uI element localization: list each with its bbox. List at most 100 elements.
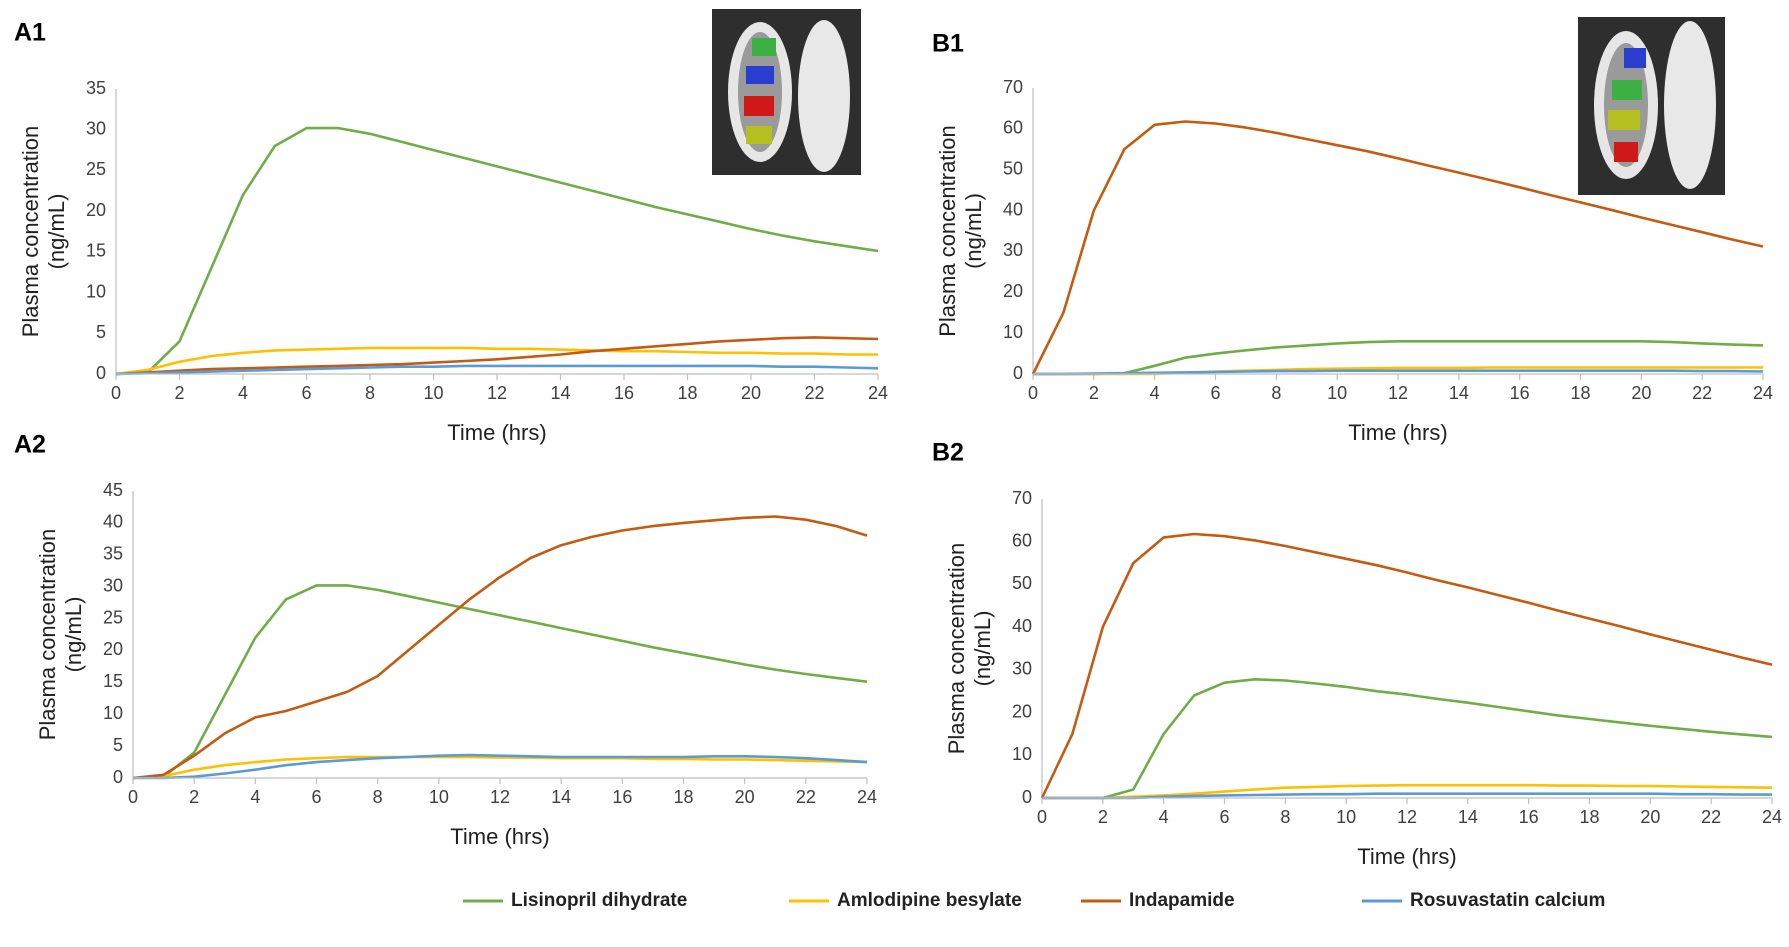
y-tick-label: 50 bbox=[1003, 158, 1023, 178]
x-tick-label: 20 bbox=[735, 787, 755, 807]
x-tick-label: 4 bbox=[250, 787, 260, 807]
x-tick-label: 12 bbox=[490, 787, 510, 807]
y-tick-label: 0 bbox=[1013, 363, 1023, 383]
y-axis-title: (ng/mL) bbox=[44, 194, 69, 270]
x-tick-label: 20 bbox=[1631, 383, 1651, 403]
y-tick-label: 20 bbox=[86, 200, 106, 220]
x-tick-label: 4 bbox=[238, 383, 248, 403]
x-tick-label: 24 bbox=[857, 787, 877, 807]
y-axis-title: Plasma concentration bbox=[35, 529, 60, 741]
series-line bbox=[115, 364, 879, 376]
y-tick-label: 0 bbox=[113, 767, 123, 787]
x-tick-label: 24 bbox=[1753, 383, 1773, 403]
x-tick-label: 22 bbox=[804, 383, 824, 403]
x-tick-label: 12 bbox=[1388, 383, 1408, 403]
y-tick-label: 60 bbox=[1012, 530, 1032, 550]
series-line bbox=[132, 755, 868, 780]
y-tick-label: 40 bbox=[103, 512, 123, 532]
x-tick-label: 2 bbox=[1098, 807, 1108, 827]
x-tick-label: 22 bbox=[796, 787, 816, 807]
y-tick-label: 40 bbox=[1003, 199, 1023, 219]
y-tick-label: 5 bbox=[113, 735, 123, 755]
x-tick-label: 16 bbox=[612, 787, 632, 807]
y-tick-label: 30 bbox=[86, 118, 106, 138]
x-tick-label: 16 bbox=[1510, 383, 1530, 403]
legend-label: Rosuvastatin calcium bbox=[1410, 890, 1605, 911]
legend-label: Indapamide bbox=[1129, 890, 1235, 911]
x-tick-label: 4 bbox=[1159, 807, 1169, 827]
x-tick-label: 16 bbox=[1519, 807, 1539, 827]
y-tick-label: 25 bbox=[86, 159, 106, 179]
series-line bbox=[132, 584, 868, 780]
capsule-icon bbox=[712, 9, 861, 175]
series-line bbox=[1033, 369, 1764, 376]
y-tick-label: 60 bbox=[1003, 118, 1023, 138]
x-tick-label: 18 bbox=[1570, 383, 1590, 403]
y-axis-title: (ng/mL) bbox=[961, 193, 986, 269]
series-line bbox=[1040, 532, 1773, 799]
y-tick-label: 45 bbox=[103, 480, 123, 500]
legend-label: Lisinopril dihydrate bbox=[511, 890, 687, 911]
x-tick-label: 18 bbox=[673, 787, 693, 807]
y-tick-label: 0 bbox=[96, 363, 106, 383]
x-tick-label: 10 bbox=[429, 787, 449, 807]
y-tick-label: 20 bbox=[103, 639, 123, 659]
x-tick-label: 20 bbox=[1640, 807, 1660, 827]
y-tick-label: 15 bbox=[86, 241, 106, 261]
y-tick-label: 25 bbox=[103, 607, 123, 627]
x-tick-label: 0 bbox=[1037, 807, 1047, 827]
x-tick-label: 8 bbox=[365, 383, 375, 403]
x-axis-title: Time (hrs) bbox=[450, 824, 549, 849]
x-tick-label: 10 bbox=[1327, 383, 1347, 403]
y-tick-label: 30 bbox=[103, 575, 123, 595]
legend-label: Amlodipine besylate bbox=[837, 890, 1022, 911]
x-tick-label: 24 bbox=[1762, 807, 1782, 827]
y-tick-label: 50 bbox=[1012, 573, 1032, 593]
capsule-icon bbox=[1578, 17, 1725, 195]
y-tick-label: 10 bbox=[86, 281, 106, 301]
x-tick-label: 2 bbox=[174, 383, 184, 403]
y-tick-label: 20 bbox=[1003, 281, 1023, 301]
x-tick-label: 2 bbox=[189, 787, 199, 807]
y-tick-label: 15 bbox=[103, 671, 123, 691]
y-tick-label: 20 bbox=[1012, 701, 1032, 721]
panel-label: B1 bbox=[932, 30, 964, 58]
panel-label: A2 bbox=[14, 431, 46, 459]
series-line bbox=[133, 753, 868, 780]
x-tick-label: 20 bbox=[741, 383, 761, 403]
series-line bbox=[132, 515, 868, 780]
y-axis-title: Plasma concentration bbox=[944, 543, 969, 755]
y-axis-title: Plasma concentration bbox=[18, 126, 43, 338]
x-tick-label: 14 bbox=[550, 383, 570, 403]
y-axis-title: (ng/mL) bbox=[61, 597, 86, 673]
y-axis-title: (ng/mL) bbox=[970, 611, 995, 687]
x-tick-label: 18 bbox=[1579, 807, 1599, 827]
series-line bbox=[115, 336, 879, 376]
y-tick-label: 0 bbox=[1022, 787, 1032, 807]
y-tick-label: 40 bbox=[1012, 616, 1032, 636]
panel-label: A1 bbox=[14, 19, 46, 47]
x-tick-label: 6 bbox=[1210, 383, 1220, 403]
x-tick-label: 8 bbox=[373, 787, 383, 807]
y-tick-label: 70 bbox=[1012, 488, 1032, 508]
x-tick-label: 8 bbox=[1271, 383, 1281, 403]
x-tick-label: 6 bbox=[301, 383, 311, 403]
y-tick-label: 70 bbox=[1003, 77, 1023, 97]
x-tick-label: 0 bbox=[111, 383, 121, 403]
x-tick-label: 22 bbox=[1701, 807, 1721, 827]
x-tick-label: 14 bbox=[551, 787, 571, 807]
x-axis-title: Time (hrs) bbox=[1348, 420, 1447, 445]
x-tick-label: 18 bbox=[677, 383, 697, 403]
y-tick-label: 35 bbox=[103, 544, 123, 564]
series-line bbox=[1042, 792, 1772, 800]
x-axis-title: Time (hrs) bbox=[1357, 844, 1456, 869]
series-line bbox=[1033, 340, 1764, 376]
x-tick-label: 0 bbox=[128, 787, 138, 807]
x-tick-label: 10 bbox=[423, 383, 443, 403]
x-tick-label: 0 bbox=[1028, 383, 1038, 403]
y-tick-label: 30 bbox=[1012, 659, 1032, 679]
x-tick-label: 16 bbox=[614, 383, 634, 403]
x-tick-label: 22 bbox=[1692, 383, 1712, 403]
x-tick-label: 6 bbox=[1219, 807, 1229, 827]
